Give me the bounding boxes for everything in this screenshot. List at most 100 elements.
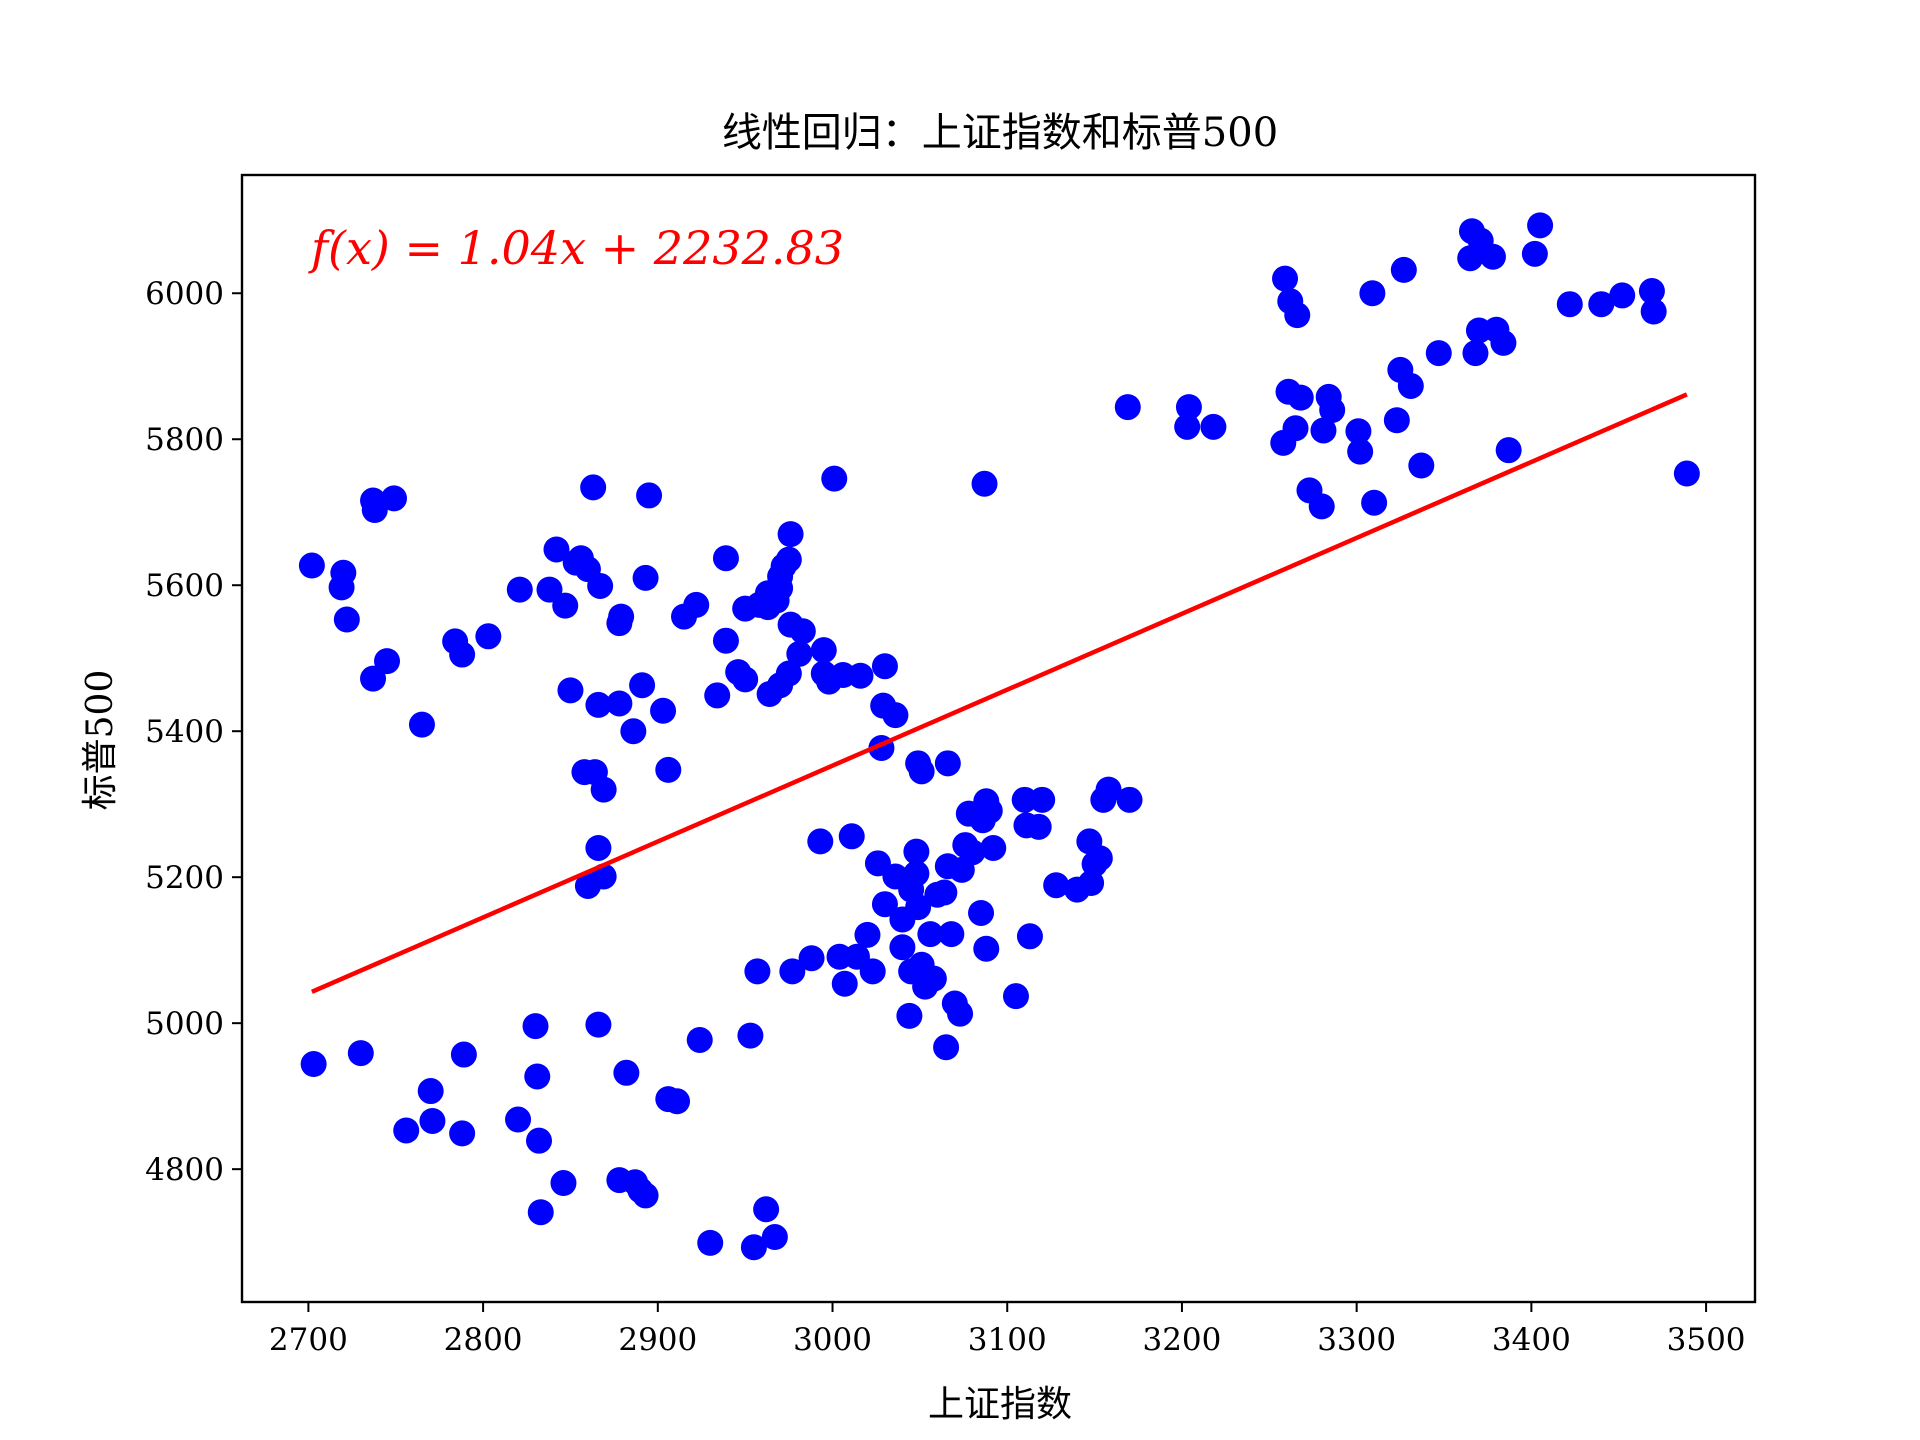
data-point — [1640, 298, 1667, 325]
data-point — [585, 834, 612, 861]
x-tick-label: 2900 — [618, 1322, 697, 1358]
data-point — [1361, 489, 1388, 516]
data-point — [938, 921, 965, 948]
data-point — [524, 1063, 551, 1090]
data-point — [1086, 845, 1113, 872]
plot-frame — [240, 173, 1757, 1304]
data-point — [1495, 437, 1522, 464]
data-point — [933, 1034, 960, 1061]
data-point — [1016, 923, 1043, 950]
data-point — [737, 1022, 764, 1049]
ticks-layer: 2700 2800 2900 3000 3100 3200 3300 3400 3500 4800… — [145, 276, 1745, 1358]
data-point — [1527, 212, 1554, 239]
data-point — [683, 591, 710, 618]
data-point — [505, 1106, 532, 1133]
data-point — [1029, 786, 1056, 813]
data-point — [1272, 265, 1299, 292]
y-tick-label: 5400 — [145, 714, 224, 750]
data-point — [347, 1040, 374, 1067]
data-point — [585, 691, 612, 718]
data-point — [450, 1041, 477, 1068]
data-point — [761, 1224, 788, 1251]
y-tick-label: 5600 — [145, 568, 224, 604]
data-point — [807, 828, 834, 855]
data-point — [300, 1051, 327, 1078]
data-point — [1556, 291, 1583, 318]
data-point — [775, 546, 802, 573]
data-point — [632, 1182, 659, 1209]
y-axis-title: 标普500 — [80, 670, 121, 811]
x-tick-label: 3500 — [1667, 1322, 1746, 1358]
data-point — [976, 797, 1003, 824]
data-point — [753, 1196, 780, 1223]
data-point — [980, 834, 1007, 861]
data-point — [859, 958, 886, 985]
data-point — [889, 934, 916, 961]
data-point — [1310, 417, 1337, 444]
data-point — [789, 618, 816, 645]
data-point — [580, 474, 607, 501]
data-point — [905, 894, 932, 921]
x-tick-label: 3400 — [1492, 1322, 1571, 1358]
data-point — [606, 690, 633, 717]
data-point — [697, 1229, 724, 1256]
data-point — [585, 1011, 612, 1038]
data-point — [712, 627, 739, 654]
y-tick-label: 5800 — [145, 422, 224, 458]
data-point — [557, 677, 584, 704]
data-point — [333, 606, 360, 633]
data-point — [608, 603, 635, 630]
data-point — [1588, 291, 1615, 318]
data-point — [1408, 452, 1435, 479]
data-point — [973, 935, 1000, 962]
data-point — [931, 879, 958, 906]
data-point — [798, 945, 825, 972]
data-point — [1308, 493, 1335, 520]
data-point — [380, 485, 407, 512]
data-point — [298, 552, 325, 579]
data-point — [908, 758, 935, 785]
data-point — [947, 1000, 974, 1027]
data-point — [1609, 282, 1636, 309]
data-point — [650, 697, 677, 724]
data-point — [374, 648, 401, 675]
x-tick-label: 3300 — [1317, 1322, 1396, 1358]
y-tick-label: 6000 — [145, 276, 224, 312]
data-point — [712, 545, 739, 572]
data-point — [536, 576, 563, 603]
data-point — [1462, 340, 1489, 367]
data-point — [550, 1170, 577, 1197]
data-point — [1521, 240, 1548, 267]
data-point — [968, 899, 995, 926]
points-layer — [298, 212, 1700, 1261]
data-point — [920, 965, 947, 992]
data-point — [655, 756, 682, 783]
data-point — [959, 839, 986, 866]
data-point — [587, 572, 614, 599]
data-point — [543, 536, 570, 563]
x-tick-label: 2800 — [444, 1322, 523, 1358]
x-tick-label: 3000 — [793, 1322, 872, 1358]
data-point — [971, 470, 998, 497]
data-point — [1490, 329, 1517, 356]
data-point — [854, 921, 881, 948]
data-point — [1116, 786, 1143, 813]
data-point — [934, 750, 961, 777]
data-point — [552, 592, 579, 619]
data-point — [1287, 384, 1314, 411]
data-point — [361, 497, 388, 524]
data-point — [786, 640, 813, 667]
data-point — [777, 521, 804, 548]
data-point — [779, 958, 806, 985]
data-point — [775, 660, 802, 687]
regression-equation-label: f(x) = 1.04x + 2232.83 — [308, 221, 844, 275]
data-point — [632, 564, 659, 591]
data-point — [620, 718, 647, 745]
data-point — [393, 1117, 420, 1144]
data-point — [1390, 256, 1417, 283]
data-point — [522, 1013, 549, 1040]
regression-line — [310, 392, 1688, 994]
data-point — [449, 641, 476, 668]
data-point — [629, 672, 656, 699]
data-point — [871, 653, 898, 680]
